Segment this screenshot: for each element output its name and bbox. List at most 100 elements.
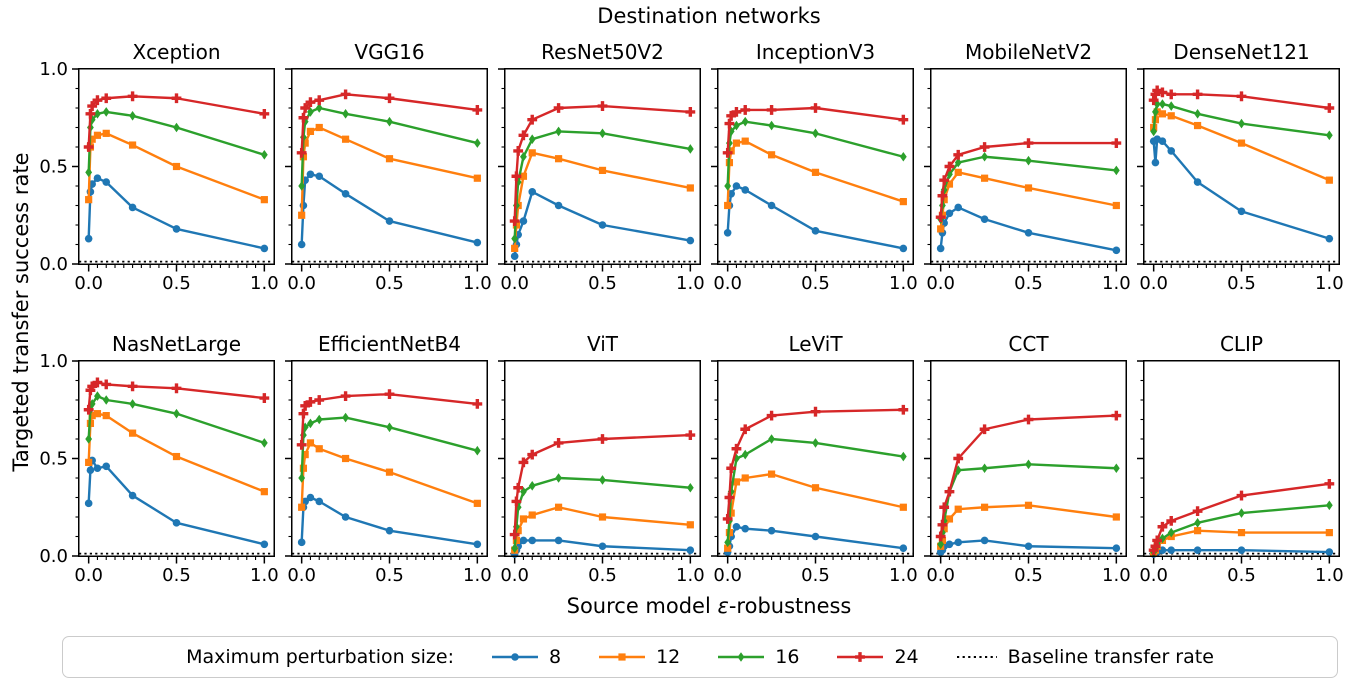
- svg-text:0.0: 0.0: [39, 254, 68, 275]
- svg-text:1.0: 1.0: [250, 565, 279, 586]
- subplot-title: VGG16: [354, 40, 425, 64]
- legend-item-8: 8: [490, 646, 561, 668]
- svg-text:1.0: 1.0: [889, 273, 918, 294]
- svg-text:0.5: 0.5: [39, 157, 68, 178]
- svg-text:0.0: 0.0: [713, 273, 742, 294]
- svg-text:0.0: 0.0: [287, 273, 316, 294]
- svg-text:0.5: 0.5: [588, 273, 617, 294]
- svg-text:0.0: 0.0: [39, 546, 68, 567]
- subplot-title: CCT: [1008, 332, 1049, 356]
- subplot-canvas-VGG16: 0.0 0.5 1.0: [285, 68, 492, 294]
- svg-text:0.5: 0.5: [801, 565, 830, 586]
- subplot-canvas-LeViT: 0.0 0.5 1.0: [711, 360, 918, 586]
- svg-text:0.5: 0.5: [1227, 565, 1256, 586]
- subplot-title: ViT: [586, 332, 618, 356]
- svg-text:0.0: 0.0: [1139, 273, 1168, 294]
- subplot-canvas-ResNet50V2: 0.0 0.5 1.0: [498, 68, 705, 294]
- svg-text:0.5: 0.5: [801, 273, 830, 294]
- svg-text:1.0: 1.0: [1102, 273, 1131, 294]
- figure-suptitle: Destination networks: [597, 4, 821, 28]
- legend-baseline-label: Baseline transfer rate: [1007, 646, 1214, 668]
- svg-text:0.0: 0.0: [926, 273, 955, 294]
- svg-text:1.0: 1.0: [250, 273, 279, 294]
- x-axis-label-prefix: Source model: [566, 594, 718, 618]
- legend-title: Maximum perturbation size:: [186, 646, 454, 668]
- x-axis-label-epsilon: ε: [717, 594, 729, 618]
- svg-text:0.5: 0.5: [1227, 273, 1256, 294]
- subplot-clip: CLIP 0.0 0.5 1.0: [1137, 332, 1344, 587]
- svg-text:1.0: 1.0: [676, 273, 705, 294]
- svg-text:0.0: 0.0: [74, 273, 103, 294]
- legend-box: Maximum perturbation size: 8 12 16 24 Basel…: [62, 636, 1338, 678]
- svg-text:0.5: 0.5: [375, 273, 404, 294]
- svg-text:0.0: 0.0: [926, 565, 955, 586]
- circle-swatch-icon: [491, 653, 538, 661]
- subplot-resnet50v2: ResNet50V2 0.0 0.5 1.0: [498, 40, 705, 295]
- svg-text:0.5: 0.5: [1014, 273, 1043, 294]
- svg-text:0.5: 0.5: [39, 449, 68, 470]
- subplot-title: InceptionV3: [755, 40, 876, 64]
- legend-item-label: 8: [548, 646, 562, 668]
- legend-item-12: 12: [597, 646, 680, 668]
- subplot-title: DenseNet121: [1173, 40, 1310, 64]
- subplot-title: EfficientNetB4: [318, 332, 461, 356]
- subplot-mobilenetv2: MobileNetV2 0.0 0.5 1.0: [924, 40, 1131, 295]
- subplot-xception: Xception 0.0 0.5 1.0 0.0 0.5 1.0: [39, 40, 278, 295]
- subplot-canvas-CLIP: 0.0 0.5 1.0: [1137, 360, 1344, 586]
- svg-text:0.5: 0.5: [375, 565, 404, 586]
- svg-text:0.5: 0.5: [588, 565, 617, 586]
- subplot-title: LeViT: [788, 332, 843, 356]
- legend-item-label: 16: [775, 646, 800, 668]
- svg-text:0.5: 0.5: [1014, 565, 1043, 586]
- legend-item-label: 12: [656, 646, 681, 668]
- subplot-canvas-MobileNetV2: 0.0 0.5 1.0: [924, 68, 1131, 294]
- legend-item-16: 16: [716, 646, 799, 668]
- subplot-canvas-EfficientNetB4: 0.0 0.5 1.0: [285, 360, 492, 586]
- svg-text:1.0: 1.0: [463, 565, 492, 586]
- svg-text:1.0: 1.0: [889, 565, 918, 586]
- subplot-canvas-CCT: 0.0 0.5 1.0: [924, 360, 1131, 586]
- subplot-title: Xception: [132, 40, 221, 64]
- svg-text:0.0: 0.0: [74, 565, 103, 586]
- subplot-title: MobileNetV2: [964, 40, 1093, 64]
- legend-item-label: 24: [894, 646, 919, 668]
- svg-text:0.0: 0.0: [713, 565, 742, 586]
- subplot-canvas-Xception: 0.0 0.5 1.0 0.0 0.5 1.0: [39, 59, 278, 294]
- subplot-title: NasNetLarge: [111, 332, 241, 356]
- svg-text:1.0: 1.0: [676, 565, 705, 586]
- svg-text:1.0: 1.0: [1102, 565, 1131, 586]
- subplot-inceptionv3: InceptionV3 0.0 0.5 1.0: [711, 40, 918, 295]
- legend-series-items: 8 12 16 24: [490, 646, 919, 668]
- legend-item-24: 24: [835, 646, 919, 668]
- subplot-canvas-ViT: 0.0 0.5 1.0: [498, 360, 705, 586]
- svg-text:1.0: 1.0: [1315, 273, 1344, 294]
- svg-text:1.0: 1.0: [1315, 565, 1344, 586]
- svg-text:0.0: 0.0: [1139, 565, 1168, 586]
- x-axis-label: Source model ε-robustness: [78, 594, 1340, 618]
- subplot-canvas-NasNetLarge: 0.0 0.5 1.0 0.0 0.5 1.0: [39, 351, 278, 586]
- subplot-cct: CCT 0.0 0.5 1.0: [924, 332, 1131, 587]
- x-axis-label-suffix: -robustness: [728, 594, 852, 618]
- subplot-densenet121: DenseNet121 0.0 0.5 1.0: [1137, 40, 1344, 295]
- subplot-title: CLIP: [1219, 332, 1264, 356]
- svg-text:0.0: 0.0: [500, 565, 529, 586]
- plus-swatch-icon: [837, 652, 884, 662]
- subplot-canvas-InceptionV3: 0.0 0.5 1.0: [711, 68, 918, 294]
- svg-text:0.0: 0.0: [500, 273, 529, 294]
- subplot-nasnetlarge: NasNetLarge 0.0 0.5 1.0 0.0 0.5 1.0: [39, 332, 278, 587]
- diamond-swatch-icon: [718, 652, 765, 662]
- y-axis-label: Targeted transfer success rate: [9, 152, 33, 472]
- legend-baseline-item: Baseline transfer rate: [955, 646, 1214, 668]
- subplot-vit: ViT 0.0 0.5 1.0: [498, 332, 705, 587]
- subplot-vgg16: VGG16 0.0 0.5 1.0: [285, 40, 492, 295]
- svg-text:1.0: 1.0: [39, 351, 68, 372]
- subplot-efficientnetb4: EfficientNetB4 0.0 0.5 1.0: [285, 332, 492, 587]
- square-swatch-icon: [599, 653, 646, 661]
- subplot-levit: LeViT 0.0 0.5 1.0: [711, 332, 918, 587]
- subplot-title: ResNet50V2: [541, 40, 664, 64]
- svg-text:0.5: 0.5: [162, 273, 191, 294]
- svg-text:0.5: 0.5: [162, 565, 191, 586]
- subplot-canvas-DenseNet121: 0.0 0.5 1.0: [1137, 68, 1344, 294]
- svg-text:1.0: 1.0: [39, 59, 68, 80]
